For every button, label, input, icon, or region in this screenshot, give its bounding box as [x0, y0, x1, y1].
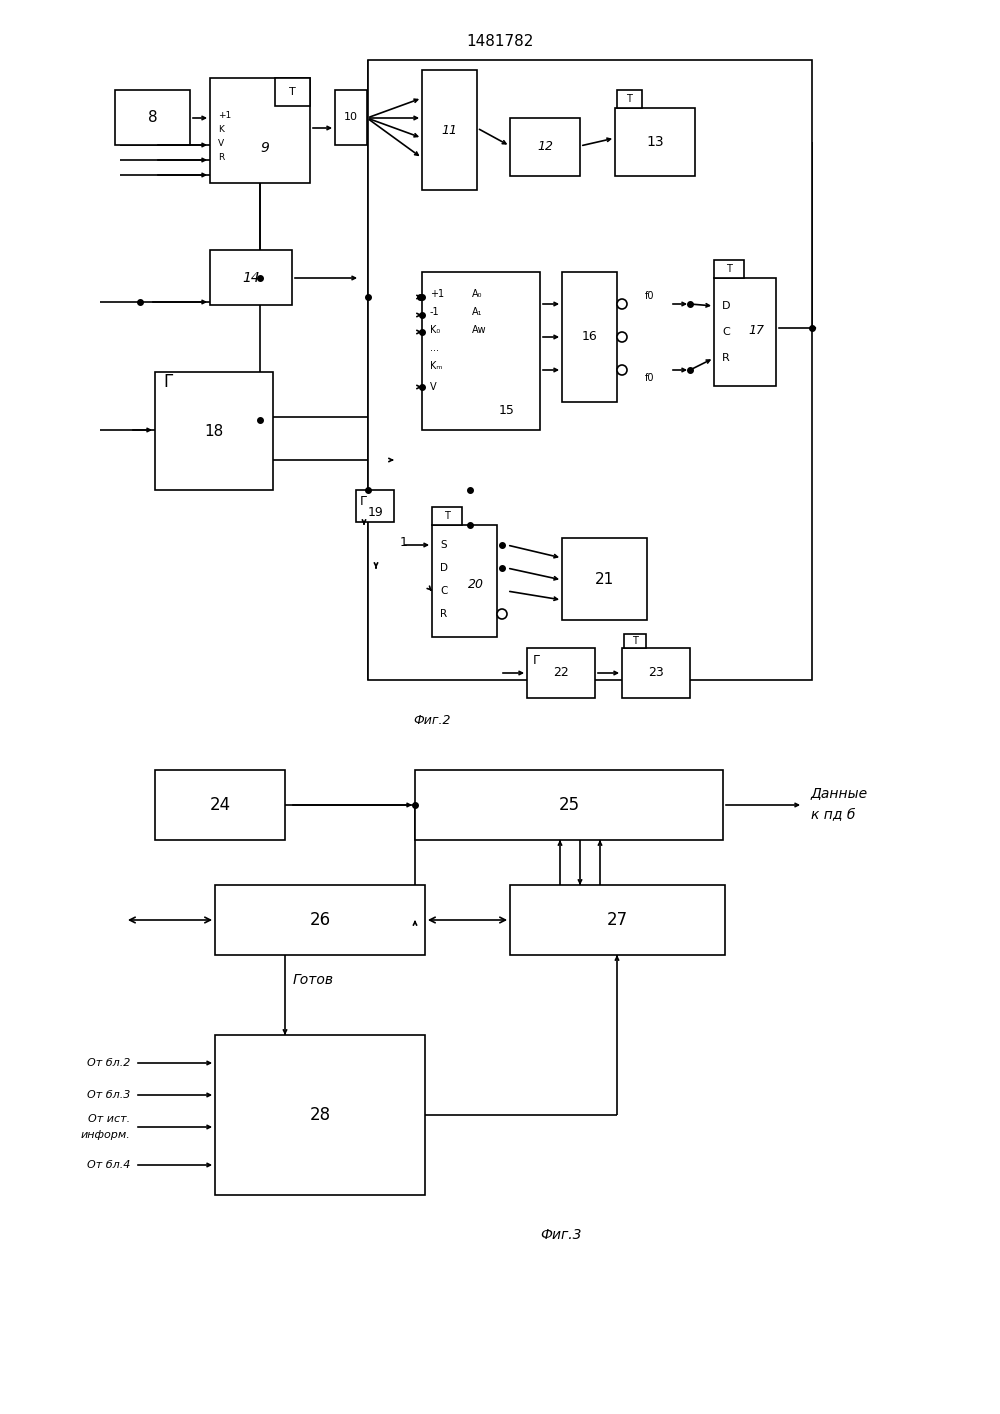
Text: 15: 15 — [499, 403, 515, 417]
Text: T: T — [726, 264, 732, 274]
Bar — [622, 648, 690, 699]
Text: От ист.: От ист. — [88, 1114, 130, 1124]
Bar — [617, 90, 642, 107]
Text: Γ: Γ — [533, 655, 540, 667]
Bar — [527, 648, 595, 699]
Text: 10: 10 — [344, 113, 358, 123]
Text: Данные: Данные — [811, 786, 868, 800]
Text: 9: 9 — [261, 141, 269, 156]
Text: f0: f0 — [645, 373, 655, 383]
Bar — [510, 885, 725, 954]
Text: ...: ... — [430, 344, 439, 354]
Circle shape — [617, 365, 627, 375]
Text: Готов: Готов — [293, 973, 334, 987]
Text: T: T — [444, 510, 450, 520]
Bar — [210, 78, 310, 182]
Bar — [155, 372, 273, 491]
Text: V: V — [218, 140, 224, 148]
Text: Фиг.2: Фиг.2 — [413, 714, 451, 727]
Text: R: R — [440, 609, 447, 619]
Bar — [155, 771, 285, 840]
Text: Фиг.3: Фиг.3 — [540, 1227, 582, 1241]
Text: 22: 22 — [553, 666, 569, 680]
Text: T: T — [632, 636, 638, 646]
Text: 23: 23 — [648, 666, 664, 680]
Bar — [432, 508, 462, 525]
Text: От бл.3: От бл.3 — [87, 1090, 130, 1100]
Bar — [210, 250, 292, 305]
Circle shape — [617, 298, 627, 310]
Text: Γ: Γ — [163, 373, 172, 392]
Text: к пд б: к пд б — [811, 807, 855, 822]
Text: 24: 24 — [209, 796, 231, 814]
Text: От бл.4: От бл.4 — [87, 1159, 130, 1169]
Text: R: R — [218, 154, 224, 163]
Text: D: D — [722, 301, 730, 311]
Text: Aᴡ: Aᴡ — [472, 325, 487, 335]
Text: K: K — [218, 126, 224, 134]
Text: 16: 16 — [582, 331, 597, 344]
Text: A₀: A₀ — [472, 288, 482, 298]
Circle shape — [497, 609, 507, 619]
Text: 12: 12 — [537, 140, 553, 154]
Text: 1: 1 — [400, 536, 408, 550]
Text: 13: 13 — [646, 134, 664, 148]
Text: Γ: Γ — [360, 495, 367, 508]
Text: +1: +1 — [430, 288, 444, 298]
Text: Kₘ: Kₘ — [430, 361, 442, 370]
Text: 21: 21 — [595, 571, 614, 587]
Bar — [356, 491, 394, 522]
Bar — [115, 90, 190, 146]
Text: От бл.2: От бл.2 — [87, 1058, 130, 1068]
Text: D: D — [440, 563, 448, 573]
Text: +1: +1 — [218, 112, 231, 120]
Text: информ.: информ. — [80, 1130, 130, 1140]
Text: 19: 19 — [368, 505, 384, 519]
Text: 8: 8 — [148, 110, 157, 124]
Text: -1: -1 — [430, 307, 440, 317]
Text: S: S — [440, 540, 447, 550]
Bar — [275, 78, 310, 106]
Text: V: V — [430, 382, 437, 392]
Bar — [432, 525, 497, 636]
Bar — [215, 885, 425, 954]
Text: 27: 27 — [607, 911, 628, 929]
Text: 26: 26 — [309, 911, 331, 929]
Bar — [510, 117, 580, 175]
Bar — [422, 271, 540, 430]
Text: T: T — [289, 88, 295, 98]
Text: R: R — [722, 354, 730, 363]
Bar — [215, 1035, 425, 1195]
Text: 1481782: 1481782 — [466, 34, 534, 49]
Text: 28: 28 — [309, 1106, 331, 1124]
Bar — [624, 633, 646, 648]
Text: C: C — [722, 327, 730, 337]
Text: C: C — [440, 585, 447, 595]
Bar — [422, 71, 477, 189]
Text: 17: 17 — [748, 324, 764, 337]
Text: f0: f0 — [645, 291, 655, 301]
Bar — [368, 59, 812, 680]
Circle shape — [617, 332, 627, 342]
Bar — [714, 260, 744, 279]
Text: 25: 25 — [558, 796, 580, 814]
Text: T: T — [626, 93, 632, 105]
Text: K₀: K₀ — [430, 325, 440, 335]
Bar — [714, 279, 776, 386]
Text: 11: 11 — [442, 123, 458, 137]
Text: 18: 18 — [204, 424, 224, 438]
Bar — [415, 771, 723, 840]
Text: 20: 20 — [468, 578, 484, 591]
Bar — [335, 90, 367, 146]
Bar — [562, 537, 647, 619]
Bar — [562, 271, 617, 402]
Bar — [615, 107, 695, 175]
Text: A₁: A₁ — [472, 307, 482, 317]
Text: 14: 14 — [242, 270, 260, 284]
